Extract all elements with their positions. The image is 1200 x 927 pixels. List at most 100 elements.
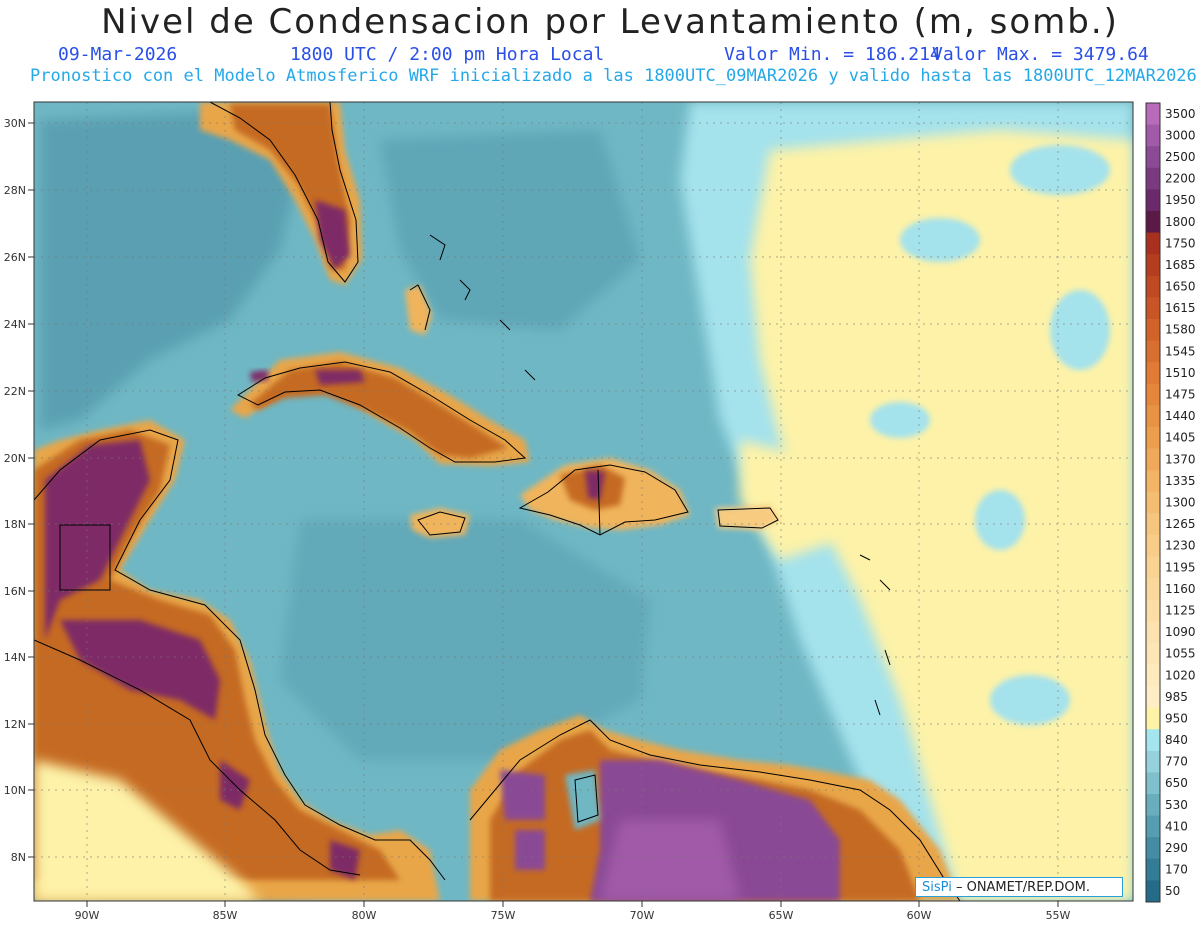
- colorbar-label: 1750: [1165, 236, 1196, 250]
- colorbar-label: 1440: [1165, 409, 1196, 423]
- lon-label: 85W: [213, 909, 238, 922]
- colorbar-label: 1195: [1165, 560, 1196, 574]
- lat-label: 8N: [11, 851, 26, 864]
- colorbar-swatch: [1146, 362, 1160, 385]
- colorbar-label: 3000: [1165, 128, 1196, 142]
- colorbar-label: 2500: [1165, 150, 1196, 164]
- colorbar-swatch: [1146, 470, 1160, 493]
- latitude-axis: 30N 28N 26N 24N 22N 20N 18N 16N 14N 12N …: [4, 117, 34, 864]
- lon-label: 90W: [75, 909, 100, 922]
- colorbar-swatch: [1146, 383, 1160, 406]
- colorbar-swatch: [1146, 578, 1160, 601]
- colorbar-label: 1230: [1165, 539, 1196, 553]
- colorbar-label: 2200: [1165, 172, 1196, 186]
- land-cuba: [230, 352, 530, 466]
- colorbar-label: 1685: [1165, 258, 1196, 272]
- coastlines: [34, 102, 961, 901]
- land-bahamas: [405, 285, 432, 335]
- value-min: Valor Min. = 186.214: [724, 44, 941, 65]
- colorbar-swatch: [1146, 210, 1160, 234]
- credit-text: – ONAMET/REP.DOM.: [955, 880, 1090, 895]
- colorbar-label: 170: [1165, 863, 1188, 877]
- lon-label: 55W: [1046, 909, 1071, 922]
- colorbar-label: 1265: [1165, 517, 1196, 531]
- colorbar-swatch: [1146, 318, 1160, 342]
- colorbar-label: 650: [1165, 776, 1188, 790]
- colorbar-label: 3500: [1165, 107, 1196, 121]
- page-title: Nivel de Condensacion por Levantamiento …: [101, 2, 1119, 42]
- credit-brand: SisPi: [922, 880, 952, 895]
- map-frame: [33, 101, 1134, 902]
- colorbar-swatch: [1146, 167, 1160, 190]
- colorbar-label: 50: [1165, 884, 1180, 898]
- colorbar-swatch: [1146, 729, 1160, 752]
- colorbar-label: 1510: [1165, 366, 1196, 380]
- colorbar-label: 290: [1165, 841, 1188, 855]
- colorbar-swatch: [1146, 686, 1160, 709]
- forecast-description: Pronostico con el Modelo Atmosferico WRF…: [30, 66, 1197, 86]
- colorbar: 3500 3000 2500 2200 1950 1800 1750 1685 1650 1615…: [1145, 102, 1196, 903]
- colorbar-swatch: [1146, 189, 1160, 212]
- colorbar-swatch: [1146, 707, 1160, 730]
- land-hispaniola: [520, 458, 690, 530]
- land-central-america: [34, 420, 440, 901]
- map-area: [34, 102, 1133, 901]
- lat-label: 26N: [4, 251, 26, 264]
- land-south-america: [470, 715, 960, 901]
- colorbar-swatch: [1146, 664, 1160, 687]
- lat-label: 12N: [4, 718, 26, 731]
- lon-label: 75W: [491, 909, 516, 922]
- colorbar-label: 840: [1165, 733, 1188, 747]
- lat-label: 22N: [4, 385, 26, 398]
- colorbar-swatch: [1146, 513, 1160, 536]
- colorbar-swatch: [1146, 232, 1160, 255]
- colorbar-swatch: [1146, 448, 1160, 471]
- colorbar-swatch: [1146, 254, 1160, 277]
- colorbar-swatch: [1146, 426, 1160, 450]
- colorbar-swatch: [1146, 124, 1160, 147]
- gridlines: [34, 102, 1133, 901]
- forecast-date: 09-Mar-2026: [58, 44, 178, 65]
- colorbar-swatch: [1146, 750, 1160, 773]
- colorbar-swatch: [1146, 340, 1160, 363]
- colorbar-swatch: [1146, 146, 1160, 169]
- lat-label: 16N: [4, 585, 26, 598]
- colorbar-swatch: [1146, 491, 1160, 514]
- colorbar-label: 1650: [1165, 280, 1196, 294]
- colorbar-label: 410: [1165, 819, 1188, 833]
- colorbar-label: 1580: [1165, 323, 1196, 337]
- lon-label: 70W: [630, 909, 655, 922]
- lake-maracaibo: [565, 770, 600, 830]
- colorbar-label: 950: [1165, 711, 1188, 725]
- colorbar-swatch: [1146, 815, 1160, 838]
- colorbar-label: 1125: [1165, 603, 1196, 617]
- lat-label: 10N: [4, 784, 26, 797]
- colorbar-swatch: [1146, 297, 1160, 320]
- lat-label: 18N: [4, 518, 26, 531]
- colorbar-label: 1020: [1165, 668, 1196, 682]
- colorbar-swatch: [1146, 405, 1160, 428]
- forecast-time: 1800 UTC / 2:00 pm Hora Local: [290, 44, 605, 65]
- colorbar-label: 1545: [1165, 344, 1196, 358]
- credit-box: SisPi – ONAMET/REP.DOM.: [915, 877, 1123, 897]
- lat-label: 24N: [4, 318, 26, 331]
- colorbar-swatch: [1146, 103, 1160, 126]
- colorbar-label: 1615: [1165, 301, 1196, 315]
- colorbar-label: 770: [1165, 755, 1188, 769]
- lat-label: 28N: [4, 184, 26, 197]
- colorbar-swatch: [1146, 534, 1160, 557]
- colorbar-label: 1335: [1165, 474, 1196, 488]
- cyan-patches: [870, 145, 1110, 725]
- colorbar-label: 1950: [1165, 193, 1196, 207]
- colorbar-label: 1090: [1165, 625, 1196, 639]
- colorbar-label: 1160: [1165, 582, 1196, 596]
- lon-label: 60W: [907, 909, 932, 922]
- land-pacific-coast: [34, 760, 260, 901]
- lat-label: 20N: [4, 452, 26, 465]
- colorbar-label: 1475: [1165, 388, 1196, 402]
- lat-label: 30N: [4, 117, 26, 130]
- colorbar-label: 1055: [1165, 647, 1196, 661]
- colorbar-label: 1370: [1165, 452, 1196, 466]
- colorbar-swatch: [1146, 880, 1160, 903]
